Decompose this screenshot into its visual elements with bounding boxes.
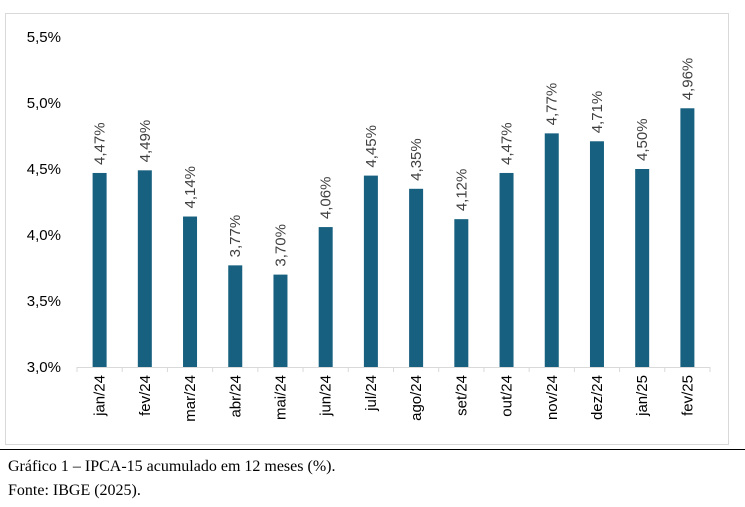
data-label: 4,06%: [318, 177, 335, 220]
figure-caption: Gráfico 1 – IPCA-15 acumulado em 12 mese…: [8, 458, 336, 475]
x-tick-label: abr/24: [227, 375, 244, 418]
x-axis: jan/24 fev/24 mar/24 abr/24 mai/24 jun/24 jul/…: [76, 367, 711, 422]
x-tick-label: jan/24: [92, 375, 109, 417]
x-tick-label: fev/25: [679, 375, 696, 416]
x-tick-label: out/24: [499, 375, 516, 417]
data-labels: 4,47% 4,49% 4,14% 3,77% 3,70% 4,06% 4,45% 4,35%…: [92, 58, 697, 267]
y-tick-label: 5,0%: [27, 95, 61, 112]
y-tick-label: 4,0%: [27, 227, 61, 244]
bar: [499, 172, 514, 367]
x-tick-label: nov/24: [544, 375, 561, 420]
x-tick-label: dez/24: [589, 375, 606, 420]
bar: [228, 265, 243, 367]
x-tick-label: ago/24: [408, 375, 425, 421]
data-label: 4,14%: [182, 166, 199, 209]
x-tick-label: set/24: [453, 375, 470, 416]
y-tick-label: 5,5%: [27, 29, 61, 46]
x-tick-label: mai/24: [272, 375, 289, 420]
y-tick-label: 3,5%: [27, 293, 61, 310]
bar: [409, 188, 424, 367]
data-label: 4,45%: [363, 125, 380, 168]
bar: [680, 108, 695, 367]
bar: [318, 227, 333, 367]
bars: [92, 108, 695, 367]
data-label: 4,12%: [453, 169, 470, 212]
data-label: 3,77%: [227, 215, 244, 258]
bar: [589, 141, 604, 367]
figure-source: Fonte: IBGE (2025).: [8, 482, 141, 499]
data-label: 4,50%: [634, 118, 651, 161]
x-tick-label: jun/24: [318, 375, 335, 417]
x-tick-label: fev/24: [137, 375, 154, 416]
bar: [544, 133, 559, 367]
bar: [183, 216, 198, 367]
data-label: 4,71%: [589, 91, 606, 134]
data-label: 4,35%: [408, 138, 425, 181]
data-label: 4,49%: [137, 120, 154, 163]
data-label: 4,47%: [92, 122, 109, 165]
bar: [363, 175, 378, 367]
bar: [273, 274, 288, 367]
x-tick-label: mar/24: [182, 375, 199, 422]
bar: [635, 169, 650, 367]
y-tick-label: 3,0%: [27, 359, 61, 376]
data-label: 4,96%: [679, 58, 696, 101]
divider: [0, 449, 745, 450]
data-label: 4,77%: [544, 83, 561, 126]
data-label: 3,70%: [272, 224, 289, 267]
bar: [92, 172, 107, 367]
x-tick-label: jul/24: [363, 375, 380, 412]
bar: [137, 170, 152, 367]
y-axis: 3,0% 3,5% 4,0% 4,5% 5,0% 5,5%: [27, 29, 61, 376]
y-tick-label: 4,5%: [27, 161, 61, 178]
data-label: 4,47%: [499, 122, 516, 165]
bar: [454, 219, 469, 367]
x-tick-label: jan/25: [634, 375, 651, 417]
